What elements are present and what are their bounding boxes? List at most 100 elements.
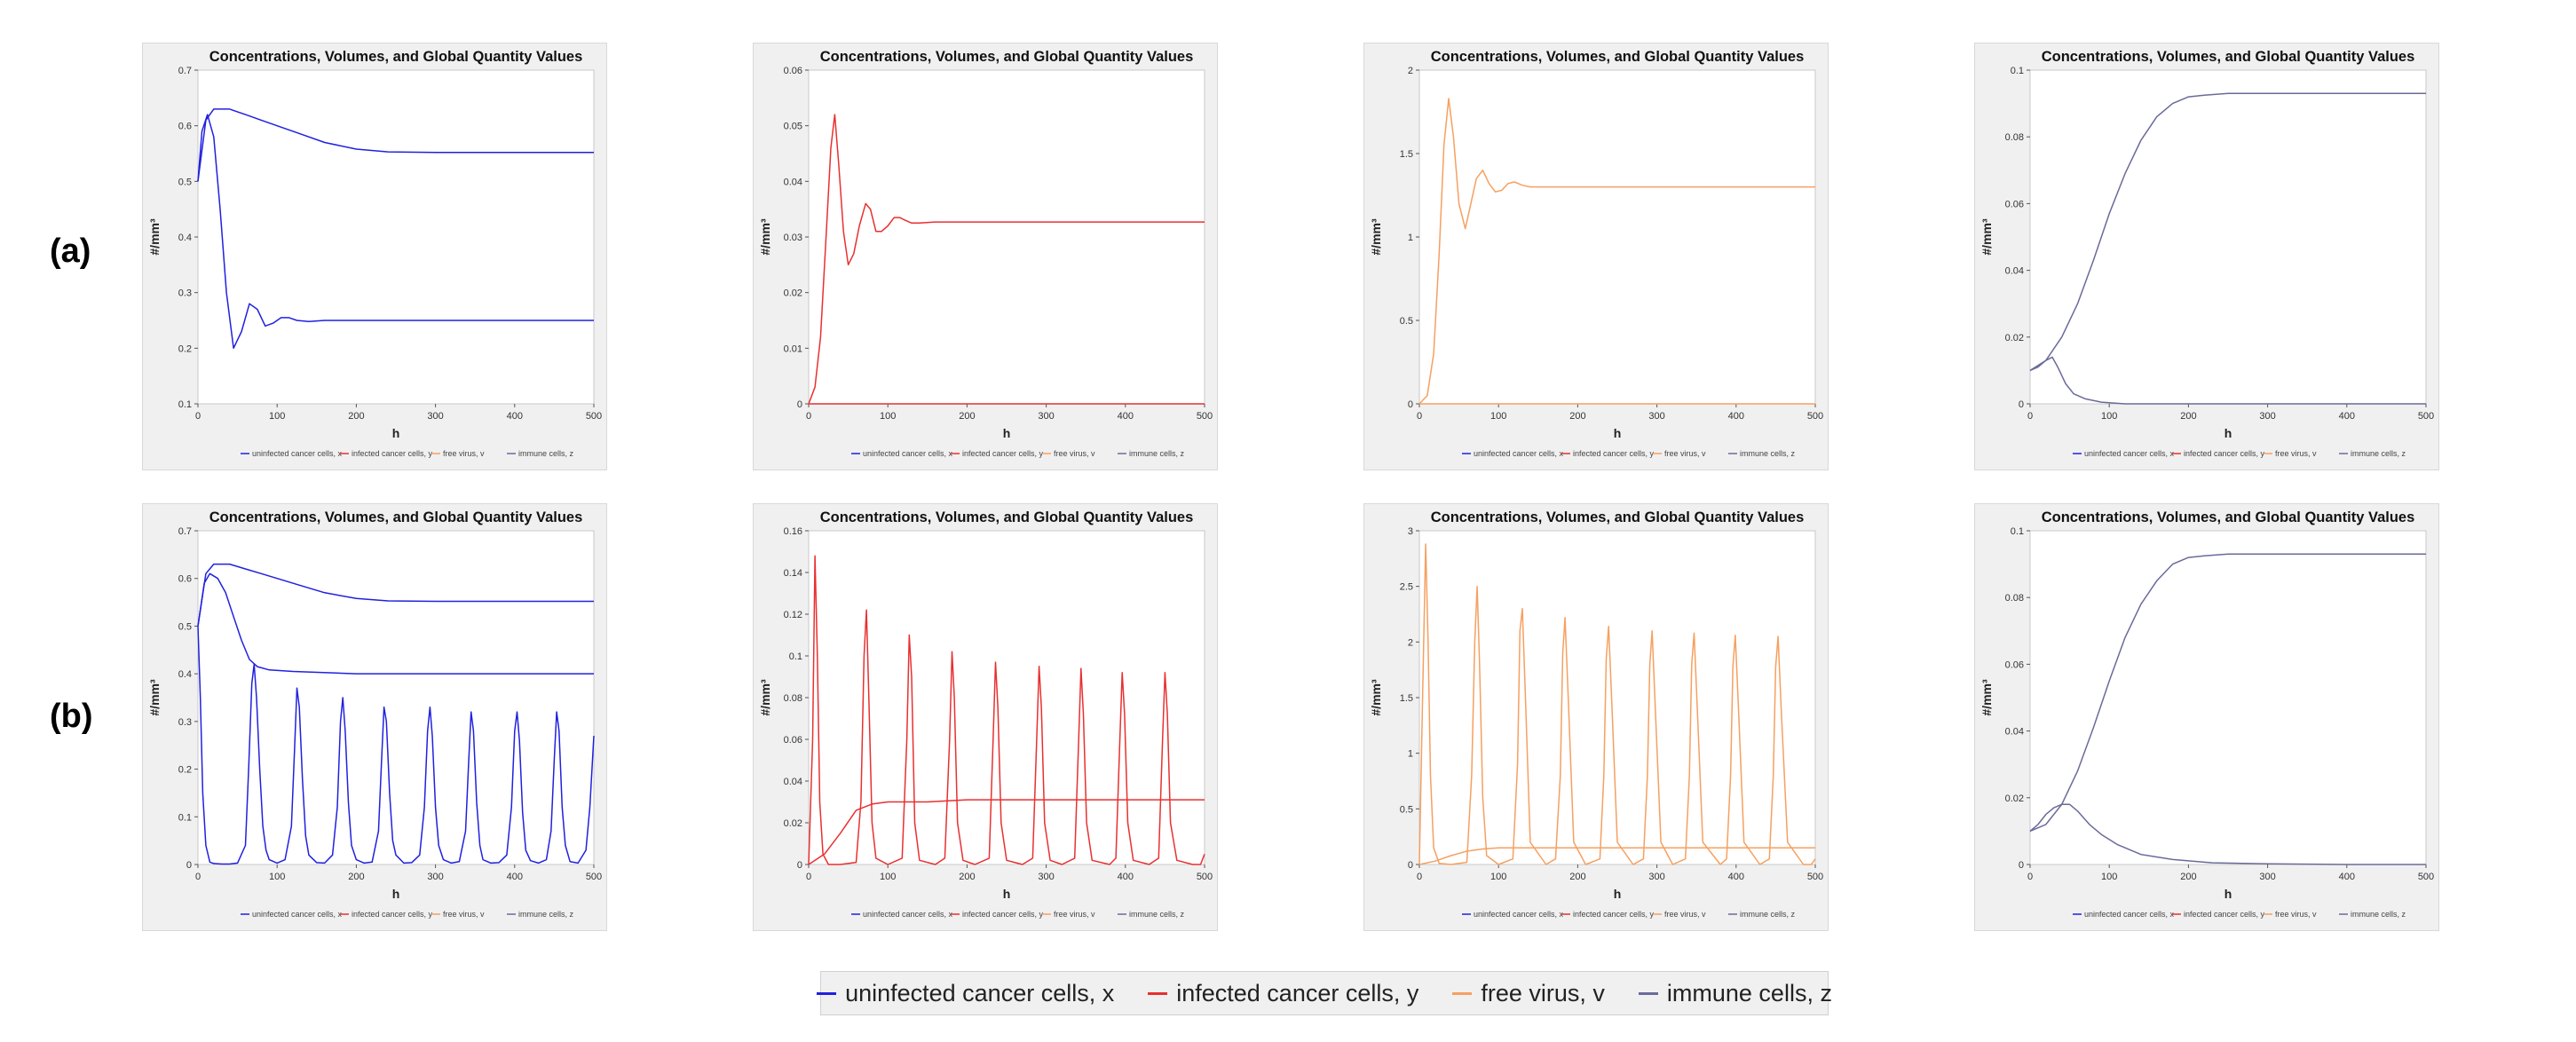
mini-legend-label: infected cancer cells, y — [2184, 910, 2265, 919]
mini-legend-label: free virus, v — [443, 449, 485, 458]
x-tick-label: 100 — [1490, 872, 1506, 882]
x-tick-label: 300 — [1648, 411, 1664, 422]
y-tick-label: 0 — [797, 860, 802, 871]
x-tick-label: 300 — [2259, 872, 2275, 882]
x-tick-label: 0 — [1417, 411, 1422, 422]
y-tick-label: 0.3 — [178, 288, 192, 299]
y-tick-label: 0.03 — [784, 233, 802, 243]
legend-label: infected cancer cells, y — [1176, 979, 1419, 1006]
chart-title: Concentrations, Volumes, and Global Quan… — [2042, 509, 2415, 525]
y-axis-label: #/mm³ — [758, 679, 772, 716]
chart-svg: Concentrations, Volumes, and Global Quan… — [1369, 509, 1823, 919]
x-axis-label: h — [2224, 426, 2232, 440]
x-tick-label: 500 — [1807, 872, 1823, 882]
mini-legend-label: free virus, v — [1054, 449, 1095, 458]
chart-panel: Concentrations, Volumes, and Global Quan… — [1363, 43, 1829, 470]
mini-legend-label: uninfected cancer cells, x — [252, 910, 343, 919]
x-tick-label: 0 — [195, 872, 201, 882]
series-line — [808, 114, 1205, 405]
x-tick-label: 500 — [586, 872, 602, 882]
y-tick-label: 3 — [1408, 526, 1413, 537]
plot-area — [808, 530, 1205, 865]
series-line — [1418, 847, 1815, 865]
x-tick-label: 100 — [2101, 411, 2117, 422]
legend-swatch — [1452, 991, 1473, 995]
x-tick-label: 300 — [427, 411, 443, 422]
chart-svg: Concentrations, Volumes, and Global Quan… — [1369, 49, 1823, 458]
chart-title: Concentrations, Volumes, and Global Quan… — [820, 509, 1194, 525]
series-line — [808, 799, 1205, 865]
mini-legend-label: uninfected cancer cells, x — [252, 449, 343, 458]
mini-legend-label: immune cells, z — [518, 910, 574, 919]
x-tick-label: 0 — [806, 411, 811, 422]
x-tick-label: 400 — [2339, 411, 2355, 422]
y-tick-label: 1.5 — [1400, 149, 1413, 160]
mini-legend-label: uninfected cancer cells, x — [1474, 910, 1564, 919]
y-tick-label: 0.05 — [784, 122, 802, 132]
mini-legend-label: immune cells, z — [2351, 449, 2406, 458]
x-tick-label: 500 — [586, 411, 602, 422]
y-tick-label: 0.02 — [2005, 793, 2024, 804]
y-tick-label: 0.5 — [1400, 316, 1413, 327]
y-tick-label: 0.7 — [178, 66, 192, 76]
chart-title: Concentrations, Volumes, and Global Quan… — [209, 509, 583, 525]
x-axis-label: h — [1614, 887, 1622, 901]
chart-title: Concentrations, Volumes, and Global Quan… — [1431, 49, 1805, 65]
legend-item: free virus, v — [1452, 980, 1605, 1007]
series-line — [2029, 356, 2426, 405]
x-tick-label: 400 — [507, 411, 523, 422]
x-tick-label: 300 — [1038, 872, 1054, 882]
x-tick-label: 200 — [1569, 872, 1585, 882]
y-tick-label: 0.6 — [178, 574, 192, 585]
x-tick-label: 0 — [1417, 872, 1422, 882]
mini-legend-label: immune cells, z — [1129, 910, 1185, 919]
y-tick-label: 0 — [2019, 399, 2024, 410]
y-tick-label: 0.5 — [178, 621, 192, 632]
mini-legend-label: immune cells, z — [1129, 449, 1185, 458]
mini-legend-label: free virus, v — [1664, 449, 1706, 458]
plot-area — [808, 69, 1205, 405]
x-tick-label: 100 — [2101, 872, 2117, 882]
x-tick-label: 500 — [1197, 411, 1213, 422]
x-tick-label: 200 — [2180, 872, 2196, 882]
row-label-b: (b) — [50, 698, 93, 735]
y-tick-label: 0.5 — [1400, 804, 1413, 815]
x-tick-label: 100 — [1490, 411, 1506, 422]
x-axis-label: h — [1003, 887, 1011, 901]
x-axis-label: h — [2224, 887, 2232, 901]
series-line — [1418, 98, 1815, 405]
mini-legend-label: infected cancer cells, y — [352, 910, 433, 919]
x-tick-label: 200 — [1569, 411, 1585, 422]
y-tick-label: 0.12 — [784, 610, 802, 620]
x-tick-label: 100 — [269, 411, 285, 422]
x-tick-label: 0 — [2027, 411, 2033, 422]
y-tick-label: 0.04 — [784, 777, 802, 787]
x-tick-label: 100 — [880, 411, 896, 422]
chart-panel: Concentrations, Volumes, and Global Quan… — [1363, 503, 1829, 931]
legend-item: infected cancer cells, y — [1148, 980, 1418, 1007]
y-axis-label: #/mm³ — [1979, 679, 1994, 716]
y-tick-label: 0.4 — [178, 233, 192, 243]
legend-item: uninfected cancer cells, x — [817, 980, 1114, 1007]
y-tick-label: 0.04 — [2005, 727, 2024, 738]
y-tick-label: 0.04 — [2005, 266, 2024, 277]
x-tick-label: 100 — [880, 872, 896, 882]
legend-swatch — [1148, 991, 1168, 995]
mini-legend-label: immune cells, z — [1740, 449, 1796, 458]
chart-title: Concentrations, Volumes, and Global Quan… — [209, 49, 583, 65]
x-tick-label: 500 — [1807, 411, 1823, 422]
x-tick-label: 200 — [959, 872, 975, 882]
x-tick-label: 400 — [1728, 872, 1744, 882]
y-tick-label: 0.5 — [178, 177, 192, 187]
series-line — [197, 563, 594, 627]
chart-svg: Concentrations, Volumes, and Global Quan… — [1979, 509, 2434, 919]
shared-legend: uninfected cancer cells, x infected canc… — [817, 971, 1832, 1015]
plot-area — [2029, 69, 2427, 405]
mini-legend-label: free virus, v — [1054, 910, 1095, 919]
chart-panel: Concentrations, Volumes, and Global Quan… — [753, 43, 1218, 470]
mini-legend-label: uninfected cancer cells, x — [1474, 449, 1564, 458]
y-tick-label: 0.2 — [178, 343, 192, 354]
y-tick-label: 0.6 — [178, 122, 192, 132]
plot-area — [1418, 530, 1816, 865]
y-tick-label: 0.02 — [2005, 333, 2024, 343]
